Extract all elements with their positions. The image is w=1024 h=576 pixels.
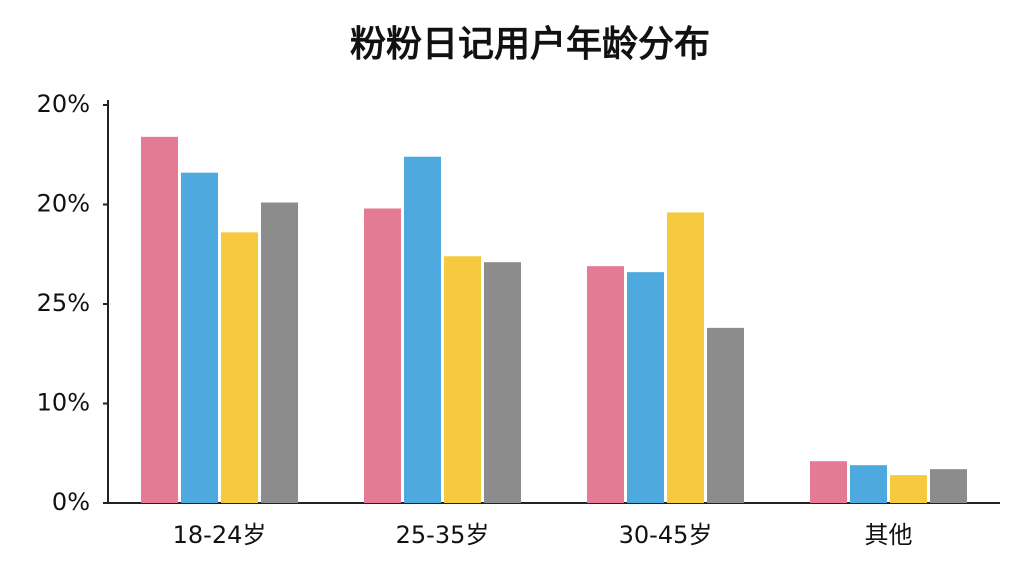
x-tick-label: 30-45岁	[619, 521, 713, 549]
bar	[587, 266, 624, 503]
bar	[181, 172, 218, 503]
bar	[850, 465, 887, 503]
bar	[667, 212, 704, 503]
bar	[930, 469, 967, 503]
y-tick-label: 25%	[37, 289, 90, 317]
x-tick-label: 其他	[865, 521, 913, 549]
bar	[221, 232, 258, 504]
bar	[810, 461, 847, 503]
y-tick-label: 10%	[37, 389, 90, 417]
bar	[890, 475, 927, 503]
bar	[627, 272, 664, 503]
bar	[364, 208, 401, 504]
x-tick-label: 25-35岁	[396, 521, 490, 549]
y-tick-label: 20%	[37, 90, 90, 118]
bar	[404, 156, 441, 504]
bar	[444, 256, 481, 503]
y-tick-label: 20%	[37, 190, 90, 218]
bar	[484, 262, 521, 503]
chart-title: 粉粉日记用户年龄分布	[350, 24, 710, 65]
bar	[261, 202, 298, 503]
y-tick-label: 0%	[52, 488, 90, 516]
x-tick-label: 18-24岁	[173, 521, 267, 549]
bar	[141, 136, 178, 503]
bar	[707, 327, 744, 503]
